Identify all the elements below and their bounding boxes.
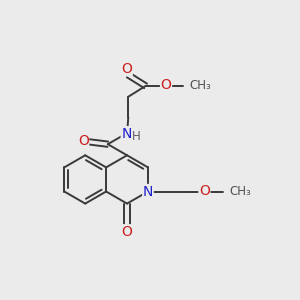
Text: N: N <box>143 184 153 199</box>
Text: CH₃: CH₃ <box>229 185 251 198</box>
Text: O: O <box>121 61 132 76</box>
Text: O: O <box>122 225 133 239</box>
Text: O: O <box>199 184 210 198</box>
Text: N: N <box>121 127 132 141</box>
Text: O: O <box>160 78 172 92</box>
Text: CH₃: CH₃ <box>189 80 211 92</box>
Text: H: H <box>132 130 140 143</box>
Text: O: O <box>78 134 88 148</box>
